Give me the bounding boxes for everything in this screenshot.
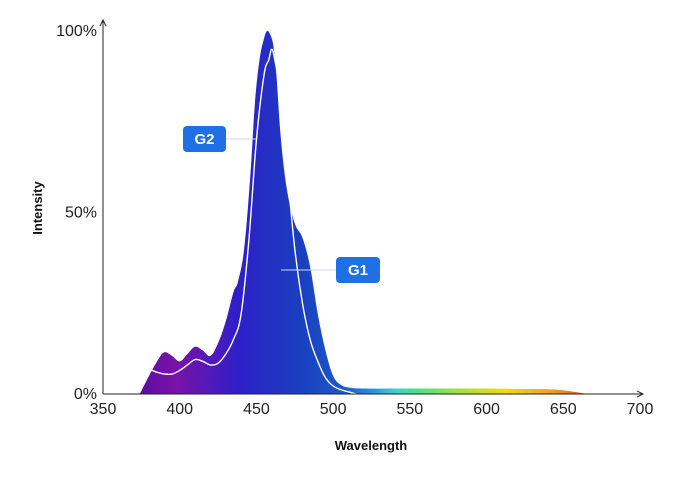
y-tick-label: 0% [74,386,97,403]
y-tick-label: 100% [56,23,97,40]
x-tick-label: 500 [320,401,347,418]
annotation-label: G2 [194,131,214,148]
tick-labels: 350 400 450 500 550 600 650 700 0% 50% 100% [56,23,653,418]
y-axis-title: Intensity [30,181,45,235]
series-annotations: G2 G1 [183,126,380,283]
annotation-badge [336,257,380,283]
axes [103,20,643,394]
annotation-g2: G2 [183,126,257,152]
x-tick-label: 350 [90,401,117,418]
x-tick-label: 450 [243,401,270,418]
x-axis-title: Wavelength [335,438,408,453]
y-tick-label: 50% [65,205,97,222]
annotation-g1: G1 [280,257,380,283]
series-g2-area [139,30,587,394]
x-tick-label: 650 [550,401,577,418]
x-tick-label: 400 [166,401,193,418]
series-g1-line [142,48,357,395]
annotation-badge [183,126,226,152]
annotation-label: G1 [348,262,368,279]
x-tick-label: 700 [627,401,654,418]
plot-area [139,30,587,395]
x-tick-label: 600 [473,401,500,418]
x-tick-label: 550 [397,401,424,418]
